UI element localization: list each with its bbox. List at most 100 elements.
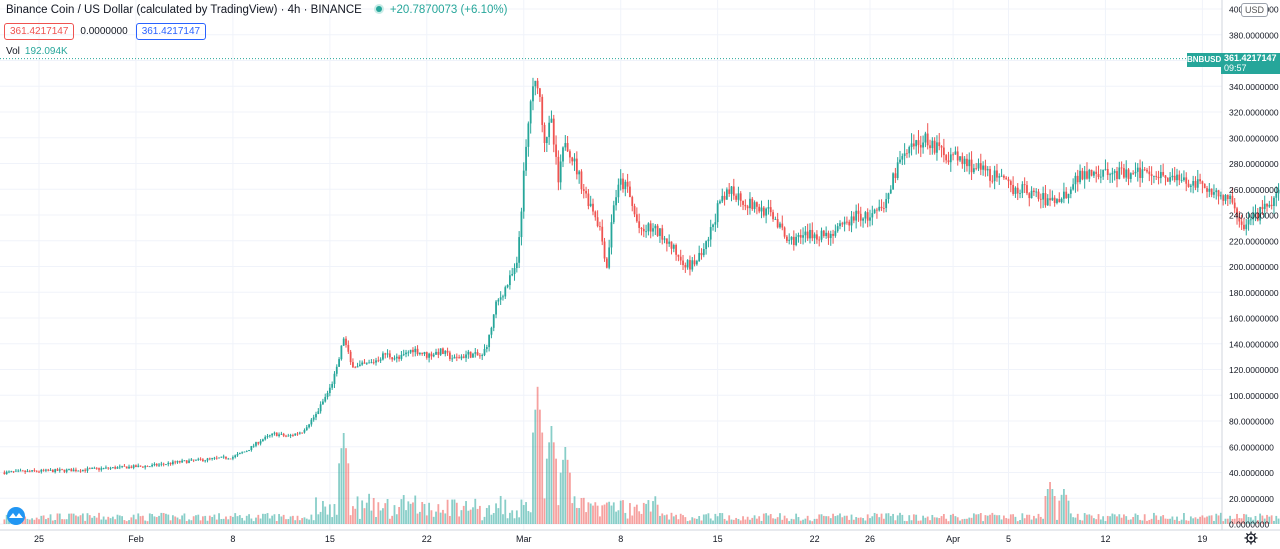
- candle-body: [753, 202, 756, 210]
- candle-body: [435, 351, 437, 355]
- bid-price[interactable]: 361.4217147: [4, 23, 75, 40]
- volume-bar: [1187, 520, 1190, 524]
- candle-body: [322, 401, 324, 405]
- volume-bar: [665, 514, 668, 524]
- candle-body: [1083, 171, 1086, 180]
- candle-body: [370, 362, 373, 364]
- candle-body: [497, 299, 500, 302]
- gear-icon[interactable]: [1244, 531, 1258, 545]
- volume-bar: [430, 510, 433, 524]
- candle-body: [855, 210, 858, 221]
- candle-body: [940, 146, 943, 148]
- price-tick-label: 40.0000000: [1229, 468, 1274, 478]
- candle-body: [594, 211, 597, 218]
- volume-bar: [167, 514, 170, 524]
- candle-body: [264, 436, 267, 440]
- candle-body: [633, 206, 636, 215]
- volume-bar: [72, 513, 75, 524]
- volume-bar: [889, 516, 892, 524]
- volume-bar: [762, 513, 765, 524]
- currency-badge[interactable]: USD: [1241, 3, 1269, 17]
- candle-body: [1247, 219, 1250, 225]
- candle-body: [665, 238, 668, 244]
- candle-body: [668, 241, 671, 244]
- tradingview-logo-icon[interactable]: [5, 507, 27, 525]
- candle-body: [1150, 174, 1153, 177]
- volume-bar: [1056, 519, 1058, 524]
- time-tick-label: 26: [865, 534, 875, 544]
- volume-bar: [956, 517, 959, 524]
- candle-body: [153, 463, 156, 465]
- volume-bar: [1102, 516, 1105, 524]
- ask-price[interactable]: 361.4217147: [135, 23, 207, 40]
- candle-body: [312, 417, 315, 420]
- volume-bar: [326, 514, 329, 524]
- volume-bar: [109, 518, 112, 524]
- candle-body: [695, 261, 698, 265]
- volume-bar: [873, 512, 876, 524]
- volume-bar: [991, 512, 994, 524]
- volume-bar: [705, 514, 708, 524]
- candle-body: [1127, 169, 1130, 179]
- volume-bar: [425, 515, 428, 524]
- candle-body: [455, 356, 458, 358]
- candle-body: [416, 348, 419, 355]
- candle-body: [936, 142, 938, 153]
- candle-body: [596, 217, 599, 227]
- candle-body: [908, 147, 911, 154]
- volume-bar: [278, 514, 280, 524]
- candle-body: [347, 344, 350, 352]
- volume-bar: [349, 515, 352, 524]
- candle-body: [906, 153, 908, 155]
- volume-bar: [38, 519, 40, 524]
- volume-bar: [795, 513, 798, 524]
- candle-body: [28, 470, 31, 472]
- volume-bar: [1000, 519, 1003, 524]
- candle-body: [315, 414, 317, 418]
- candle-body: [1273, 197, 1275, 206]
- volume-bar: [301, 518, 304, 524]
- volume-bar: [691, 517, 694, 524]
- price-tick-label: 80.0000000: [1229, 417, 1274, 427]
- volume-bar: [1116, 516, 1118, 524]
- volume-bar: [712, 520, 714, 524]
- volume-bar: [1039, 516, 1042, 524]
- candle-body: [1019, 193, 1021, 194]
- volume-bar: [1051, 489, 1054, 524]
- volume-bar: [243, 520, 246, 524]
- candle-body: [1238, 217, 1241, 222]
- candle-body: [571, 157, 574, 162]
- candle-body: [954, 151, 957, 155]
- volume-bar: [45, 519, 47, 524]
- volume-bar: [933, 517, 936, 524]
- volume-bar: [638, 511, 641, 524]
- volume-bar: [121, 516, 123, 524]
- candle-body: [612, 205, 615, 223]
- candle-body: [1189, 185, 1192, 187]
- candle-body: [693, 260, 696, 265]
- time-tick-label: 15: [325, 534, 335, 544]
- candle-body: [460, 356, 463, 359]
- candle-body: [114, 467, 117, 469]
- candle-body: [296, 433, 299, 435]
- candle-body: [504, 287, 507, 297]
- volume-bar: [896, 515, 899, 524]
- volume-bar: [93, 515, 96, 524]
- candle-body: [1037, 191, 1040, 199]
- candle-body: [407, 352, 410, 354]
- volume-bar: [882, 518, 885, 524]
- volume-bar: [661, 513, 664, 524]
- volume-bar: [266, 513, 269, 524]
- volume-bar: [1171, 516, 1174, 524]
- volume-bar: [400, 499, 403, 524]
- candle-body: [509, 275, 511, 286]
- volume-bar: [75, 515, 77, 524]
- volume-bar: [1206, 516, 1208, 524]
- candle-body: [289, 435, 292, 436]
- volume-bar: [91, 517, 93, 524]
- candle-body: [792, 236, 795, 246]
- volume-bar: [439, 512, 442, 524]
- volume-bar: [624, 512, 627, 524]
- volume-bar: [695, 518, 698, 524]
